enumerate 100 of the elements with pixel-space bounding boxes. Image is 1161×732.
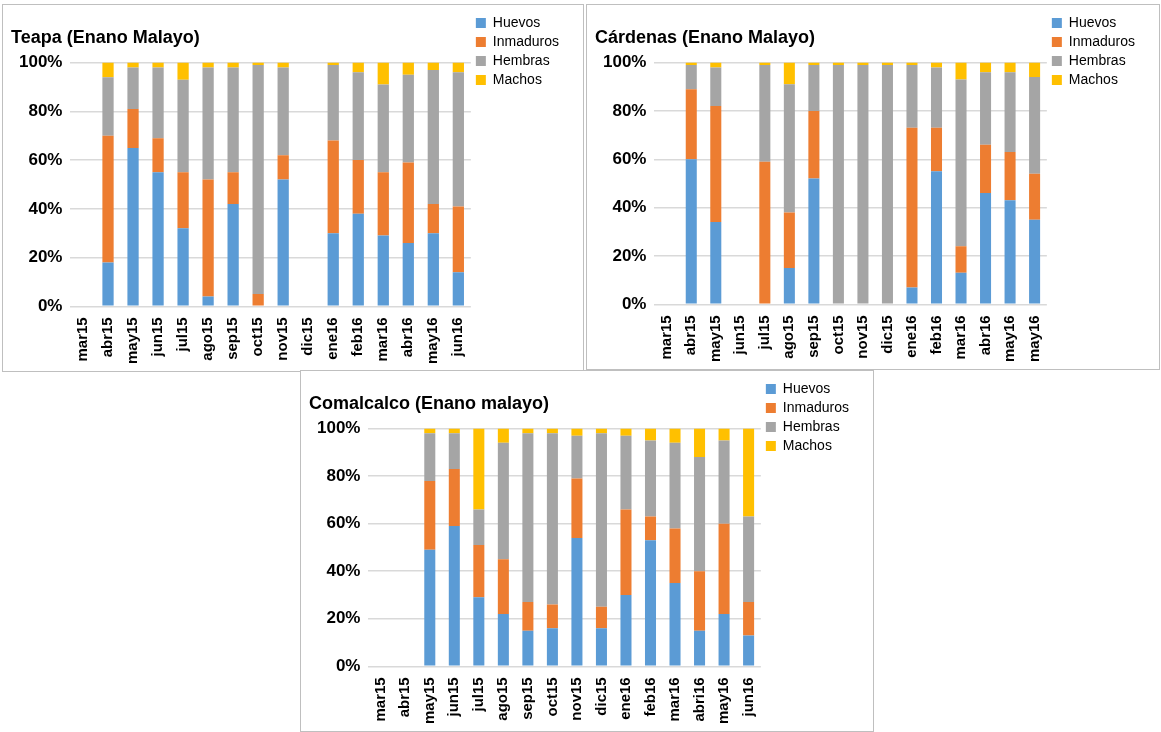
bar [571, 428, 583, 436]
bar [522, 433, 534, 603]
x-tick-label: abr16 [975, 315, 993, 356]
bar [718, 428, 730, 441]
bar [522, 630, 534, 666]
x-tick-label: mar16 [373, 317, 391, 362]
bar [427, 69, 439, 204]
x-tick-label: jun15 [444, 677, 462, 718]
x-tick-label: dic15 [877, 315, 895, 354]
bar [327, 233, 339, 306]
bar [669, 528, 681, 584]
x-tick-label: oct15 [828, 315, 846, 355]
bar [955, 62, 967, 80]
bar [102, 62, 114, 78]
x-tick-label: nov15 [853, 315, 871, 359]
x-tick-label: jul15 [173, 317, 191, 353]
bar [497, 614, 509, 666]
bar [718, 523, 730, 614]
bar [497, 559, 509, 614]
bar [227, 67, 239, 173]
bar [127, 67, 139, 109]
legend-label: Machos [492, 70, 542, 87]
x-tick-label: feb16 [640, 677, 658, 717]
bar [427, 62, 439, 70]
bar [694, 571, 706, 631]
x-tick-label: dic15 [591, 677, 609, 716]
bar [202, 296, 214, 306]
bar [152, 138, 164, 173]
bar [832, 65, 844, 304]
bar [452, 72, 464, 207]
bar [448, 469, 460, 527]
bar [808, 178, 820, 304]
bar [377, 84, 389, 173]
bar [710, 67, 722, 107]
bar [620, 435, 632, 510]
bar [177, 228, 189, 306]
legend-label: Inmaduros [492, 32, 560, 49]
bar [571, 478, 583, 538]
bar [620, 428, 632, 436]
bar [473, 597, 485, 666]
bar [152, 67, 164, 139]
bar [710, 222, 722, 304]
bar [1004, 72, 1016, 153]
bar [1029, 62, 1041, 78]
legend-label: Machos [1068, 70, 1118, 87]
bar [669, 583, 681, 666]
bar [402, 74, 414, 163]
x-tick-label: jun15 [730, 315, 748, 356]
chart-title: Cárdenas (Enano Malayo) [595, 26, 816, 47]
bar [546, 433, 558, 605]
bar [644, 440, 657, 517]
x-tick-label: abr16 [398, 317, 416, 358]
bar [710, 106, 722, 223]
bar [857, 65, 869, 304]
bar [352, 62, 364, 73]
bar [955, 246, 967, 273]
x-tick-label: sep15 [804, 315, 822, 358]
bar [424, 480, 436, 550]
bar [808, 110, 820, 179]
x-tick-label: ago15 [198, 317, 216, 361]
x-tick-label: ene16 [323, 317, 341, 360]
bar [881, 65, 893, 304]
bar [1029, 77, 1041, 174]
bar [743, 516, 755, 603]
x-tick-label: ago15 [779, 315, 797, 359]
bar [452, 206, 464, 273]
x-tick-label: may16 [1024, 315, 1042, 363]
bar [427, 203, 439, 234]
bar [127, 108, 139, 148]
x-tick-label: may15 [705, 315, 723, 363]
x-tick-label: sep15 [518, 677, 536, 720]
y-tick-label: 60% [28, 149, 63, 169]
bar [669, 442, 681, 529]
bar [473, 545, 485, 598]
x-tick-label: ene16 [902, 315, 920, 358]
bar [930, 171, 943, 304]
bar [718, 614, 730, 666]
bar [152, 172, 164, 306]
bar [669, 428, 681, 443]
x-tick-label: nov15 [567, 677, 585, 721]
bar [427, 233, 439, 306]
bar [783, 212, 795, 269]
x-tick-label: abr15 [395, 677, 413, 718]
bar [377, 235, 389, 306]
y-tick-label: 100% [317, 418, 361, 438]
bar [402, 62, 414, 75]
bar [377, 62, 389, 85]
bar [377, 172, 389, 236]
bar [694, 457, 706, 572]
x-tick-label: jun15 [148, 317, 166, 358]
bar [352, 213, 364, 306]
bar [177, 172, 189, 229]
y-tick-label: 40% [28, 198, 63, 218]
y-tick-label: 0% [335, 655, 361, 675]
bar [620, 509, 632, 595]
x-tick-label: may16 [423, 317, 441, 365]
legend-label: Machos [782, 436, 832, 453]
bar [906, 65, 918, 128]
y-tick-label: 0% [621, 293, 647, 313]
bar [685, 89, 697, 160]
